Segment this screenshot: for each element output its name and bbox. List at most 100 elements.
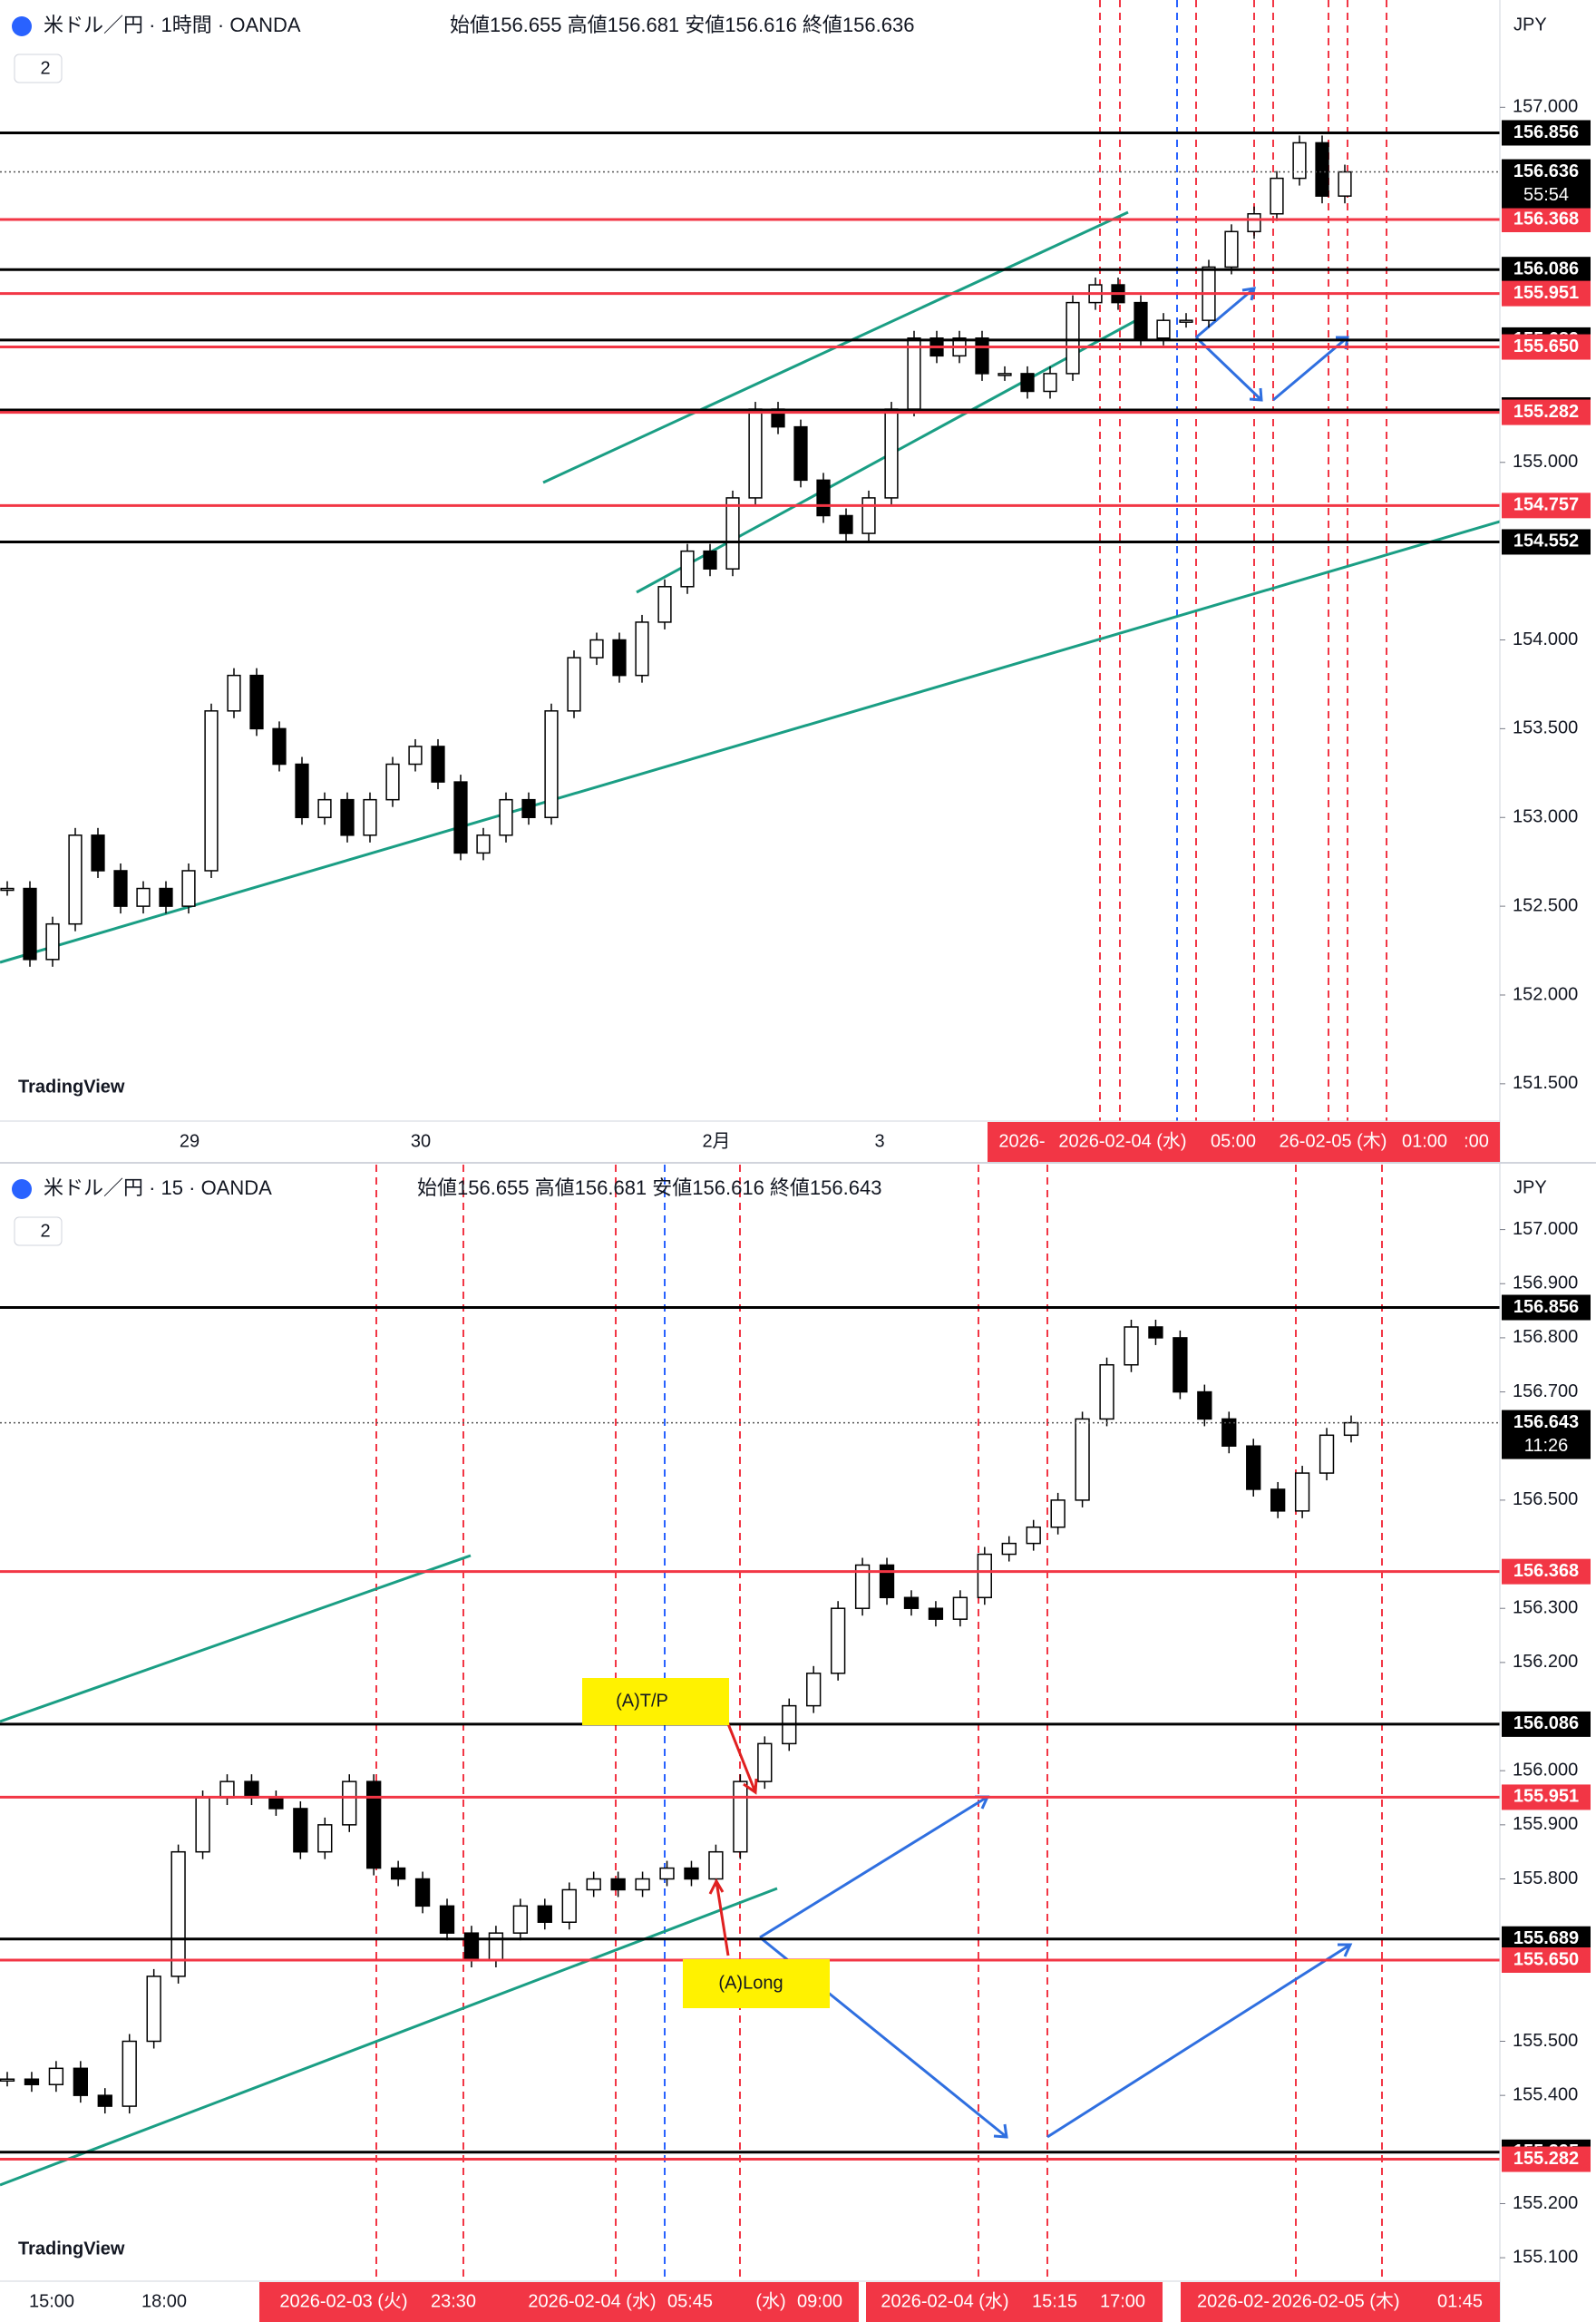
- level-label: 155.650: [1513, 337, 1579, 356]
- candle: [703, 550, 717, 570]
- hourly-panel: 157.000 155.000 154.000 153.500 153.000 152.5…: [0, 0, 1591, 1163]
- candle: [1099, 1363, 1114, 1420]
- candle: [204, 710, 219, 872]
- time-flag: 2026-02-04 (水): [528, 2290, 656, 2311]
- time-flag: 01:45: [1437, 2291, 1483, 2311]
- ohlc: 始値156.655 高値156.681 安値156.616 終値156.643: [417, 1176, 881, 1199]
- level-label: 155.282: [1513, 402, 1579, 422]
- drawings: [0, 210, 1501, 964]
- candle: [295, 763, 309, 818]
- level-label-bg: [1502, 257, 1591, 283]
- candle: [657, 586, 672, 623]
- time-flag: 2026-02-: [1197, 2291, 1270, 2311]
- candle: [499, 798, 513, 836]
- price-axis-bg: [1500, 1164, 1596, 2322]
- annotation-box: [582, 1678, 729, 1725]
- time-label: 3: [874, 1131, 884, 1151]
- level-label-bg: [1502, 529, 1591, 555]
- candle: [1270, 1488, 1286, 1512]
- y-tick-label: 152.000: [1513, 984, 1578, 1004]
- candle: [725, 497, 740, 570]
- vertical-markers: [1099, 0, 1387, 1121]
- vertical-markers: [375, 1165, 1383, 2281]
- drawings: [0, 1554, 1353, 2187]
- candle: [1197, 1390, 1212, 1420]
- candle: [1156, 319, 1171, 339]
- candle: [1134, 301, 1148, 339]
- candle: [227, 674, 241, 712]
- candle: [431, 746, 445, 783]
- candle: [366, 1781, 382, 1869]
- candle: [1246, 1445, 1261, 1490]
- time-flag-bg: [988, 1122, 1500, 1162]
- candle: [249, 674, 264, 730]
- candle: [830, 1607, 846, 1674]
- y-tick-label: 156.300: [1513, 1597, 1578, 1617]
- level-label-bg: [1502, 207, 1591, 233]
- candle: [684, 1867, 699, 1880]
- level-label-bg: [1502, 334, 1591, 360]
- symbol: 米ドル／円 · 15 · OANDA: [44, 1176, 272, 1199]
- indicator-toggle[interactable]: [14, 1216, 63, 1246]
- y-tick-label: 155.900: [1513, 1814, 1578, 1834]
- flag: [12, 16, 32, 36]
- candle: [733, 1781, 748, 1853]
- candle: [385, 763, 400, 801]
- candle: [113, 870, 128, 907]
- indicator-count: 2: [40, 1221, 50, 1241]
- candle: [839, 514, 853, 534]
- candle: [1247, 212, 1261, 233]
- candle: [816, 479, 831, 517]
- level-label-bg: [1502, 1947, 1591, 1974]
- candle: [903, 1596, 920, 1609]
- candle: [1294, 1472, 1310, 1512]
- indicator-toggle[interactable]: [14, 54, 63, 83]
- candle: [1173, 1337, 1188, 1393]
- candle: [998, 373, 1012, 376]
- candle: [0, 887, 15, 892]
- time-flag: 09:00: [797, 2291, 842, 2311]
- level-label-bg: [1502, 280, 1591, 307]
- candle: [537, 1905, 552, 1923]
- level-label: 155.689: [1513, 1928, 1579, 1948]
- candle: [363, 798, 377, 836]
- candle: [907, 337, 921, 410]
- candle: [544, 710, 559, 818]
- candle: [1343, 1421, 1359, 1437]
- time-flag: 01:00: [1402, 1131, 1447, 1151]
- time-flag: (水): [755, 2290, 785, 2311]
- last-price: 156.636: [1513, 161, 1579, 181]
- candle: [589, 639, 604, 659]
- candle: [268, 1797, 284, 1810]
- time-flag: 2026-02-05 (木): [1271, 2290, 1399, 2311]
- candle: [0, 2078, 15, 2083]
- level-label: 156.368: [1513, 209, 1579, 229]
- candle: [708, 1850, 724, 1880]
- candle: [181, 870, 196, 907]
- level-label: 156.856: [1513, 1297, 1579, 1317]
- last-price: 156.643: [1513, 1412, 1579, 1432]
- level-label-bg: [1502, 399, 1591, 425]
- candle: [91, 834, 105, 872]
- level-label: 156.086: [1513, 259, 1579, 278]
- candle: [23, 887, 37, 961]
- candle: [879, 1564, 895, 1599]
- candle: [293, 1808, 308, 1853]
- level-label-bg: [1502, 1294, 1591, 1321]
- time-flag: 2026-02-03 (火): [279, 2291, 407, 2311]
- time-flag-bg: [866, 2282, 1163, 2322]
- watermark: TradingView: [18, 1077, 125, 1097]
- currency[interactable]: JPY: [1513, 15, 1547, 34]
- currency[interactable]: JPY: [1513, 1177, 1547, 1197]
- time-flag: 2026-: [998, 1131, 1045, 1151]
- y-tick-label: 152.500: [1513, 895, 1578, 915]
- arrow: [708, 1878, 730, 1956]
- level-label: 156.856: [1513, 122, 1579, 142]
- candle: [861, 497, 876, 534]
- annotation: (A)Long: [718, 1973, 783, 1993]
- candle: [806, 1673, 822, 1707]
- candle: [512, 1905, 529, 1934]
- time-flag: 05:45: [667, 2291, 713, 2311]
- candle: [24, 2078, 40, 2085]
- level-label-bg: [1502, 1558, 1591, 1585]
